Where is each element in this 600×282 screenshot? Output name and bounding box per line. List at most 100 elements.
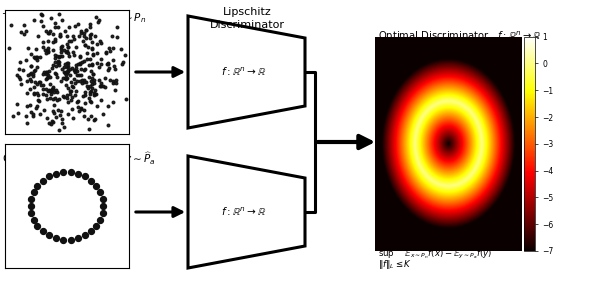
Point <box>43 39 53 44</box>
Point <box>52 74 62 79</box>
Point <box>33 92 43 97</box>
Text: $f : \mathbb{R}^n \to \mathbb{R}$: $f : \mathbb{R}^n \to \mathbb{R}$ <box>221 66 267 78</box>
Point <box>61 82 71 87</box>
Point <box>112 35 121 39</box>
Point <box>56 79 66 83</box>
Point <box>66 39 76 44</box>
Point <box>29 72 38 76</box>
Point <box>23 121 32 125</box>
Point <box>61 73 70 78</box>
Point <box>63 64 73 69</box>
Point <box>93 20 103 24</box>
Point <box>85 92 95 96</box>
Point <box>26 79 36 83</box>
Point <box>89 78 98 82</box>
Point <box>88 86 97 91</box>
Point <box>87 62 97 67</box>
Point <box>92 224 101 228</box>
Point <box>43 73 52 77</box>
Point <box>44 69 54 74</box>
Point <box>73 69 82 73</box>
Point <box>55 54 64 58</box>
Point <box>71 63 80 67</box>
Point <box>98 197 107 201</box>
Point <box>84 74 94 79</box>
Point <box>55 31 65 36</box>
Point <box>49 90 59 94</box>
Point <box>18 68 28 72</box>
Point <box>48 63 58 67</box>
Point <box>41 72 50 76</box>
Point <box>81 28 91 32</box>
Point <box>89 90 99 95</box>
Point <box>77 106 86 111</box>
Point <box>85 25 95 29</box>
Point <box>50 60 59 65</box>
Point <box>63 45 73 49</box>
Point <box>104 45 113 50</box>
Point <box>31 47 41 51</box>
Point <box>50 25 60 29</box>
Point <box>53 108 62 113</box>
Point <box>56 50 66 54</box>
Point <box>109 64 119 69</box>
Point <box>85 36 94 40</box>
Point <box>74 22 83 27</box>
Point <box>60 29 70 34</box>
Point <box>40 70 49 75</box>
Point <box>62 70 71 74</box>
Point <box>82 56 92 61</box>
Point <box>69 76 79 81</box>
Point <box>89 118 99 122</box>
Point <box>86 90 95 94</box>
Point <box>85 32 95 37</box>
Point <box>54 128 64 133</box>
Point <box>110 67 120 71</box>
Point <box>80 67 89 72</box>
Point <box>31 56 40 60</box>
Point <box>117 61 127 66</box>
Point <box>29 190 38 194</box>
Point <box>79 58 89 63</box>
Point <box>73 171 83 176</box>
Point <box>41 92 51 97</box>
Point <box>68 116 77 120</box>
Point <box>56 109 66 114</box>
Point <box>104 66 113 70</box>
Point <box>58 170 68 174</box>
Point <box>41 70 50 74</box>
Point <box>95 217 105 222</box>
Point <box>62 33 72 38</box>
Point <box>70 24 80 28</box>
Point <box>65 54 74 58</box>
Point <box>82 84 92 89</box>
Point <box>103 68 113 73</box>
Point <box>87 45 97 50</box>
Point <box>88 52 97 57</box>
Point <box>81 35 91 40</box>
Point <box>50 71 60 75</box>
Point <box>64 45 73 49</box>
Point <box>64 38 74 43</box>
Point <box>98 211 107 215</box>
Point <box>80 174 90 179</box>
Point <box>62 48 71 53</box>
Point <box>7 23 16 27</box>
Point <box>94 77 104 82</box>
Point <box>81 80 91 84</box>
Point <box>32 103 41 108</box>
Point <box>72 79 82 83</box>
Point <box>62 69 71 74</box>
Point <box>63 61 73 65</box>
Point <box>76 30 86 35</box>
Point <box>45 82 55 87</box>
Point <box>92 184 101 188</box>
Text: Corrupted Distribution  $y \sim \widehat{P}_a$: Corrupted Distribution $y \sim \widehat{… <box>2 150 156 167</box>
Point <box>42 75 52 80</box>
Point <box>67 98 76 102</box>
Point <box>101 50 111 54</box>
Point <box>51 87 61 92</box>
Point <box>103 60 112 65</box>
Point <box>91 15 100 19</box>
Point <box>84 62 94 67</box>
